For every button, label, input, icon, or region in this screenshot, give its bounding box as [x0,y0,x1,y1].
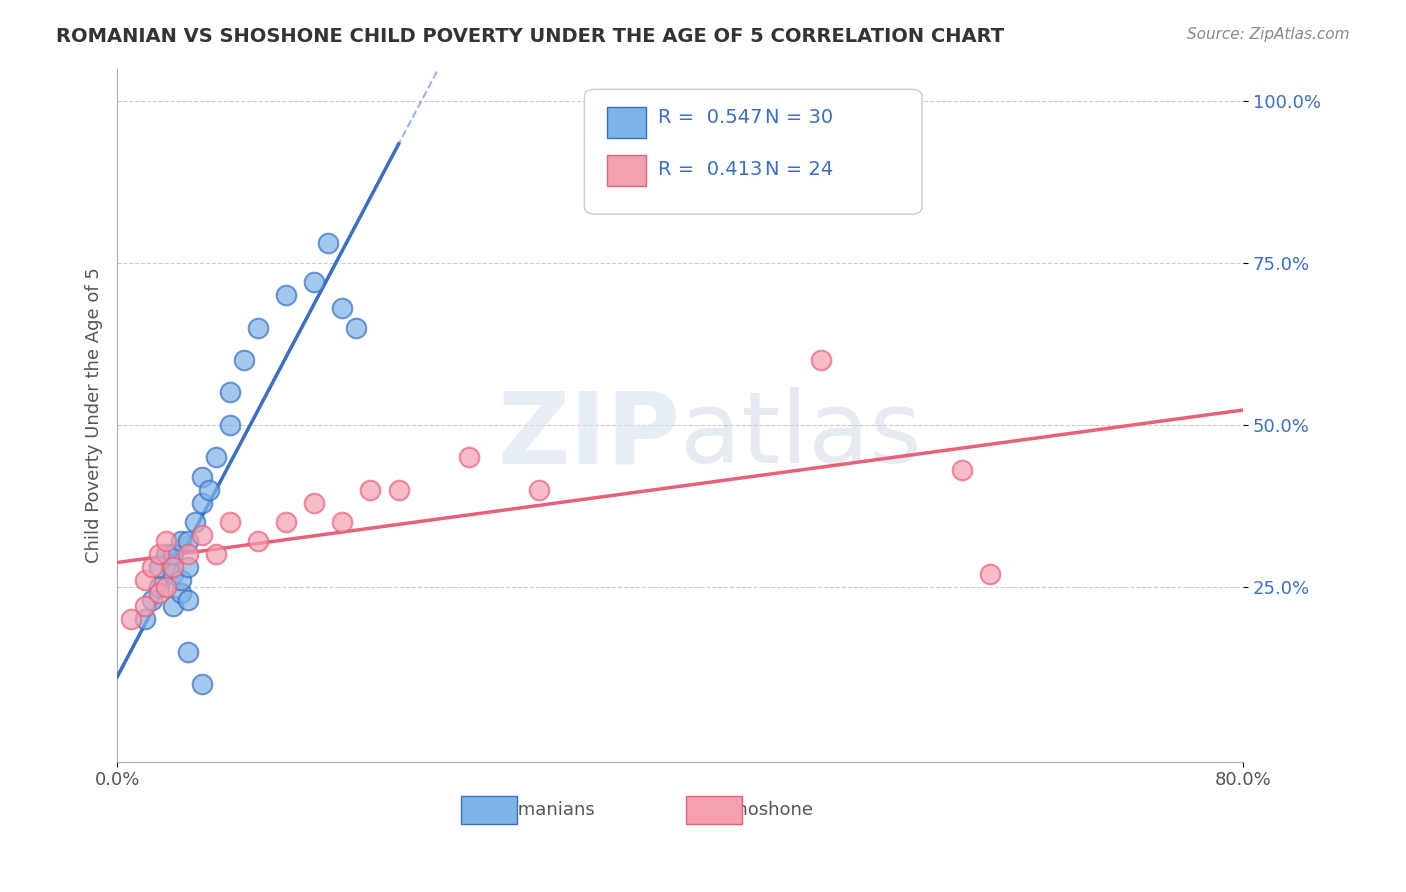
Romanians [218,385,240,400]
Shoshone [148,547,170,561]
Shoshone [388,483,411,497]
Bar [607,155,647,186]
Romanians [330,301,353,316]
Shoshone [204,547,226,561]
Romanians [176,644,198,658]
Text: Source: ZipAtlas.com: Source: ZipAtlas.com [1187,27,1350,42]
Romanians [190,495,212,509]
Romanians [176,592,198,607]
Shoshone [176,547,198,561]
Shoshone [218,515,240,529]
Shoshone [134,574,156,588]
Romanians [197,483,219,497]
Bar [686,797,742,824]
Text: Shoshone: Shoshone [725,801,814,819]
Shoshone [529,483,551,497]
Romanians [246,320,269,334]
Romanians [141,592,163,607]
Shoshone [458,450,481,465]
Text: N = 30: N = 30 [765,108,832,127]
Shoshone [360,483,382,497]
Shoshone [246,534,269,549]
Romanians [162,547,184,561]
Romanians [176,560,198,574]
Romanians [274,288,297,302]
Romanians [148,560,170,574]
Romanians [183,515,205,529]
Shoshone [155,534,177,549]
Romanians [232,353,254,368]
Bar [607,107,647,138]
Romanians [218,417,240,432]
Romanians [162,566,184,581]
FancyBboxPatch shape [585,89,922,214]
Shoshone [162,560,184,574]
Romanians [190,677,212,691]
Shoshone [134,599,156,614]
Romanians [169,574,191,588]
Shoshone [274,515,297,529]
Shoshone [950,463,973,477]
Text: atlas: atlas [681,387,922,484]
Romanians [162,599,184,614]
Romanians [134,612,156,626]
Bar [461,797,517,824]
Romanians [204,450,226,465]
Shoshone [155,580,177,594]
Shoshone [979,566,1001,581]
Shoshone [302,495,325,509]
Text: ROMANIAN VS SHOSHONE CHILD POVERTY UNDER THE AGE OF 5 CORRELATION CHART: ROMANIAN VS SHOSHONE CHILD POVERTY UNDER… [56,27,1004,45]
Romanians [148,580,170,594]
Romanians [155,547,177,561]
Shoshone [330,515,353,529]
Romanians [190,469,212,483]
Romanians [169,534,191,549]
Romanians [344,320,367,334]
Romanians [302,275,325,289]
Romanians [169,586,191,600]
Text: R =  0.547: R = 0.547 [658,108,762,127]
Y-axis label: Child Poverty Under the Age of 5: Child Poverty Under the Age of 5 [86,268,103,563]
Shoshone [120,612,142,626]
Romanians [176,534,198,549]
Romanians [316,236,339,251]
Text: Romanians: Romanians [495,801,595,819]
Text: R =  0.413: R = 0.413 [658,160,762,178]
Text: ZIP: ZIP [498,387,681,484]
Shoshone [148,586,170,600]
Shoshone [810,353,832,368]
Shoshone [190,528,212,542]
Text: N = 24: N = 24 [765,160,832,178]
Shoshone [141,560,163,574]
